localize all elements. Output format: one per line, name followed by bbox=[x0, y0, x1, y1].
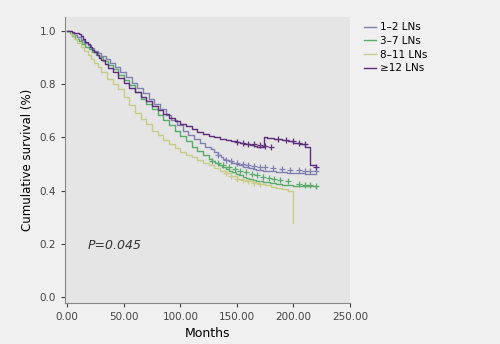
X-axis label: Months: Months bbox=[185, 327, 230, 340]
Legend: 1–2 LNs, 3–7 LNs, 8–11 LNs, ≥12 LNs: 1–2 LNs, 3–7 LNs, 8–11 LNs, ≥12 LNs bbox=[364, 22, 428, 73]
Text: P=0.045: P=0.045 bbox=[88, 239, 142, 252]
Y-axis label: Cumulative survival (%): Cumulative survival (%) bbox=[21, 89, 34, 231]
